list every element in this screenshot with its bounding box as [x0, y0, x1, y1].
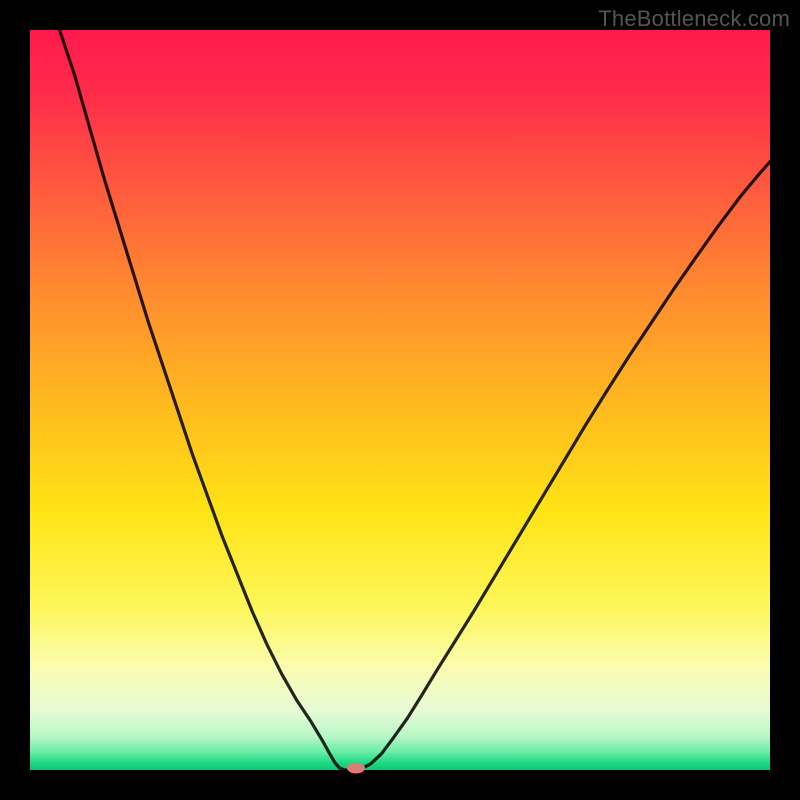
minimum-marker	[347, 762, 365, 773]
chart-plot-area	[30, 30, 770, 770]
watermark-text: TheBottleneck.com	[598, 6, 790, 32]
bottleneck-curve	[30, 30, 770, 770]
